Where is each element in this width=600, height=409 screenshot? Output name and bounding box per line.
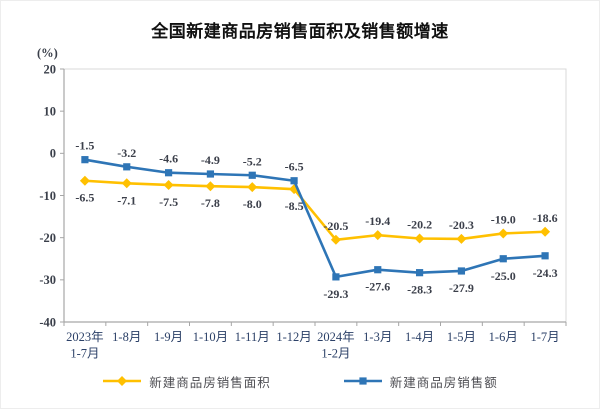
svg-text:-27.6: -27.6 bbox=[365, 280, 390, 294]
svg-text:-20.3: -20.3 bbox=[449, 218, 474, 232]
svg-text:-20: -20 bbox=[39, 231, 56, 245]
svg-text:-6.5: -6.5 bbox=[75, 191, 94, 205]
svg-text:-25.0: -25.0 bbox=[491, 269, 516, 283]
svg-text:1-7月: 1-7月 bbox=[530, 330, 559, 344]
svg-text:-5.2: -5.2 bbox=[243, 154, 262, 168]
svg-text:1-5月: 1-5月 bbox=[447, 330, 476, 344]
sales-area-line-icon bbox=[103, 376, 142, 386]
svg-text:1-6月: 1-6月 bbox=[489, 330, 518, 344]
svg-text:-28.3: -28.3 bbox=[407, 283, 432, 297]
svg-text:-7.8: -7.8 bbox=[201, 196, 220, 210]
svg-text:1-12月: 1-12月 bbox=[276, 330, 311, 344]
svg-text:1-11月: 1-11月 bbox=[235, 330, 270, 344]
svg-text:-20.2: -20.2 bbox=[407, 218, 432, 232]
svg-text:-29.3: -29.3 bbox=[323, 287, 348, 301]
svg-text:1-9月: 1-9月 bbox=[154, 330, 183, 344]
svg-text:-40: -40 bbox=[39, 315, 56, 329]
svg-text:1-4月: 1-4月 bbox=[405, 330, 434, 344]
svg-text:-30: -30 bbox=[39, 273, 56, 287]
svg-text:-7.1: -7.1 bbox=[117, 193, 136, 207]
svg-text:2023年: 2023年 bbox=[66, 330, 104, 344]
svg-text:-18.6: -18.6 bbox=[533, 211, 558, 225]
sales-amount-line-icon bbox=[343, 377, 382, 385]
svg-text:1-3月: 1-3月 bbox=[363, 330, 392, 344]
svg-text:-6.5: -6.5 bbox=[285, 160, 304, 174]
svg-text:1-10月: 1-10月 bbox=[193, 330, 228, 344]
svg-text:-8.0: -8.0 bbox=[243, 197, 262, 211]
svg-text:-19.0: -19.0 bbox=[491, 212, 516, 226]
svg-text:-4.9: -4.9 bbox=[201, 153, 220, 167]
svg-text:0: 0 bbox=[50, 147, 56, 161]
svg-text:1-2月: 1-2月 bbox=[321, 347, 350, 361]
svg-text:-27.9: -27.9 bbox=[449, 281, 474, 295]
svg-text:10: 10 bbox=[44, 104, 57, 118]
chart-title: 全国新建商品房销售面积及销售额增速 bbox=[151, 22, 449, 41]
svg-text:-3.2: -3.2 bbox=[117, 146, 136, 160]
svg-text:-24.3: -24.3 bbox=[533, 266, 558, 280]
svg-text:-8.5: -8.5 bbox=[285, 199, 304, 213]
legend-label-sales-area: 新建商品房销售面积 bbox=[149, 375, 271, 390]
svg-text:2024年: 2024年 bbox=[317, 330, 355, 344]
svg-text:-7.5: -7.5 bbox=[159, 195, 178, 209]
svg-text:1-7月: 1-7月 bbox=[70, 347, 99, 361]
svg-text:-19.4: -19.4 bbox=[365, 214, 390, 228]
svg-text:-1.5: -1.5 bbox=[75, 139, 94, 153]
svg-text:20: 20 bbox=[44, 62, 57, 76]
svg-text:-4.6: -4.6 bbox=[159, 152, 178, 166]
svg-text:1-8月: 1-8月 bbox=[112, 330, 141, 344]
legend-item-sales-area: 新建商品房销售面积 bbox=[102, 372, 271, 391]
y-axis-unit-label: (%) bbox=[37, 46, 58, 60]
legend-label-sales-amount: 新建商品房销售额 bbox=[389, 375, 498, 390]
svg-text:-20.5: -20.5 bbox=[323, 219, 348, 233]
legend-item-sales-amount: 新建商品房销售额 bbox=[343, 372, 498, 391]
svg-text:-10: -10 bbox=[39, 189, 56, 203]
chart-legend: 新建商品房销售面积 新建商品房销售额 bbox=[1, 370, 599, 392]
